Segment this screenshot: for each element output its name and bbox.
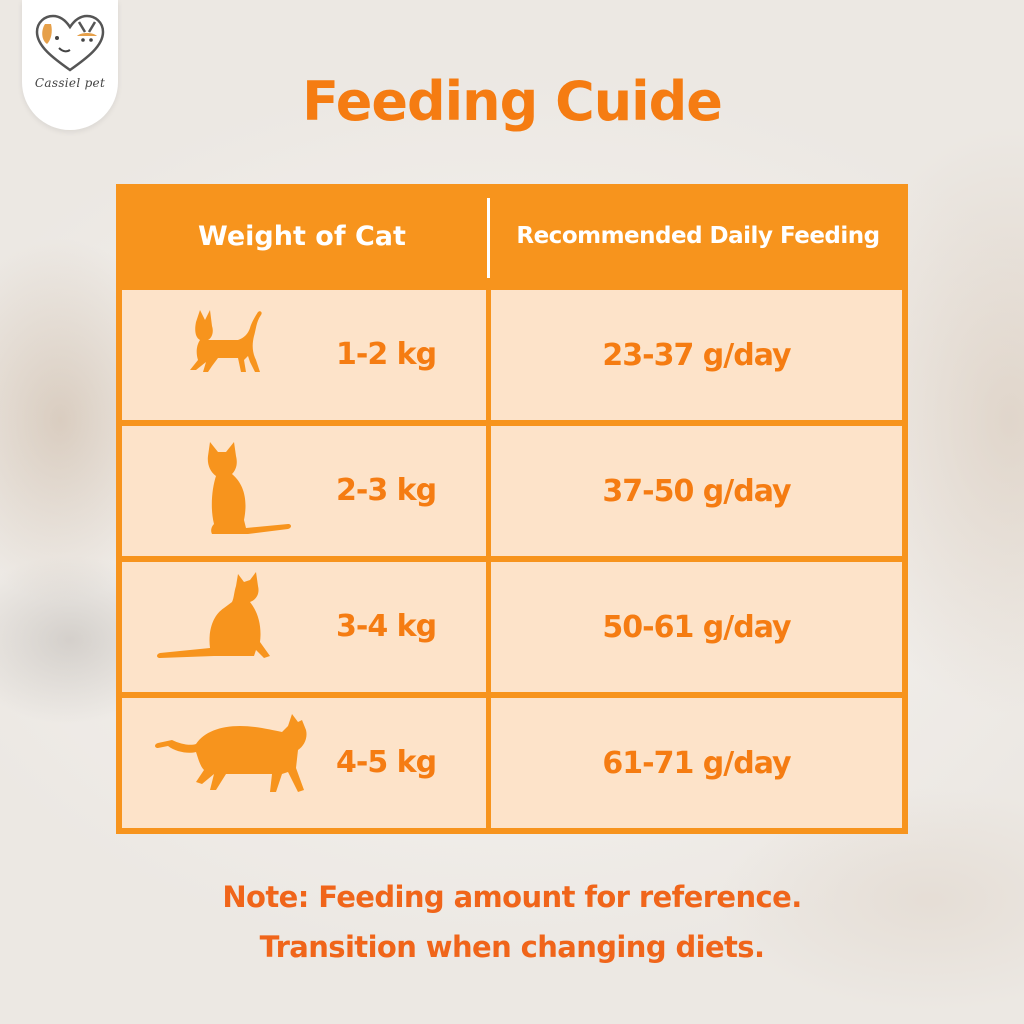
brand-logo: Cassiel pet [22, 0, 118, 130]
weight-value: 1-2 kg [336, 337, 437, 372]
feeding-value: 23-37 g/day [602, 337, 791, 373]
table-header: Weight of Cat Recommended Daily Feeding [116, 184, 908, 288]
table-row: 3-4 kg 50-61 g/day [122, 562, 902, 692]
header-feeding: Recommended Daily Feeding [516, 223, 880, 249]
sitting-cat-looking-up-icon [157, 572, 270, 658]
weight-value: 2-3 kg [336, 473, 437, 508]
weight-cell: 1-2 kg [122, 290, 486, 420]
feeding-cell: 61-71 g/day [491, 698, 902, 828]
note-line-1: Note: Feeding amount for reference. [222, 880, 802, 914]
weight-cell: 2-3 kg [122, 426, 486, 556]
header-divider [487, 198, 490, 278]
page-title: Feeding Cuide [302, 70, 723, 133]
walking-cat-icon [155, 714, 307, 792]
feeding-cell: 50-61 g/day [491, 562, 902, 692]
weight-value: 4-5 kg [336, 745, 437, 780]
feeding-note: Note: Feeding amount for reference. Tran… [0, 872, 1024, 972]
feeding-cell: 37-50 g/day [491, 426, 902, 556]
weight-value: 3-4 kg [336, 609, 437, 644]
header-weight: Weight of Cat [198, 220, 406, 252]
brand-name: Cassiel pet [34, 76, 106, 90]
table-row: 2-3 kg 37-50 g/day [122, 426, 902, 556]
table-row: 4-5 kg 61-71 g/day [122, 698, 902, 828]
feeding-cell: 23-37 g/day [491, 290, 902, 420]
feeding-value: 50-61 g/day [602, 609, 791, 645]
feeding-value: 37-50 g/day [602, 473, 791, 509]
weight-cell: 3-4 kg [122, 562, 486, 692]
table-row: 1-2 kg 23-37 g/day [122, 290, 902, 420]
standing-kitten-icon [190, 310, 262, 372]
note-line-2: Transition when changing diets. [259, 930, 765, 964]
weight-cell: 4-5 kg [122, 698, 486, 828]
cat-dog-heart-icon [35, 14, 105, 72]
feeding-value: 61-71 g/day [602, 745, 791, 781]
feeding-table: Weight of Cat Recommended Daily Feeding … [116, 184, 908, 834]
sitting-cat-icon [207, 442, 291, 534]
